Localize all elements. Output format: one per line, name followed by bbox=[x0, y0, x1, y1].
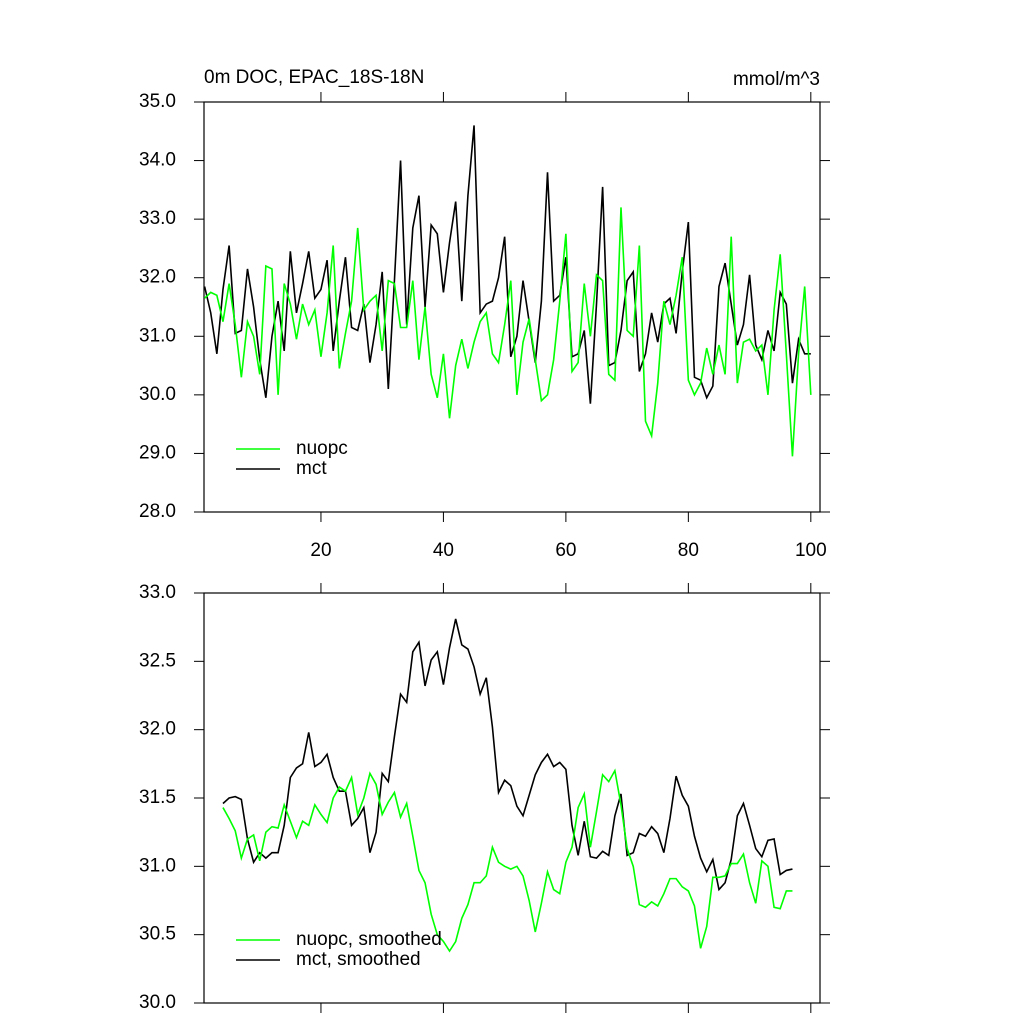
data-line bbox=[204, 207, 812, 457]
data-line bbox=[222, 618, 793, 892]
units-label: mmol/m^3 bbox=[733, 69, 820, 90]
x-tick-label: 20 bbox=[310, 540, 331, 561]
chart-title: 0m DOC, EPAC_18S-18N bbox=[204, 67, 424, 88]
y-tick-label: 32.0 bbox=[139, 267, 176, 288]
legend-label: nuopc, smoothed bbox=[296, 929, 442, 950]
y-tick-label: 31.0 bbox=[139, 855, 176, 876]
x-tick-label: 60 bbox=[555, 540, 576, 561]
x-tick-label: 40 bbox=[433, 540, 454, 561]
y-tick-label: 32.5 bbox=[139, 650, 176, 671]
legend-label: nuopc bbox=[296, 438, 348, 459]
y-tick-label: 30.0 bbox=[139, 992, 176, 1013]
legend-label: mct bbox=[296, 458, 327, 479]
x-tick-label: 80 bbox=[678, 540, 699, 561]
y-tick-label: 29.0 bbox=[139, 442, 176, 463]
x-tick-label: 100 bbox=[795, 540, 827, 561]
data-line bbox=[203, 125, 811, 404]
legend-label: mct, smoothed bbox=[296, 949, 421, 970]
y-tick-label: 31.0 bbox=[139, 325, 176, 346]
y-tick-label: 33.0 bbox=[139, 582, 176, 603]
y-tick-label: 31.5 bbox=[139, 787, 176, 808]
data-line bbox=[222, 768, 793, 953]
y-tick-label: 30.5 bbox=[139, 924, 176, 945]
y-tick-label: 32.0 bbox=[139, 719, 176, 740]
y-tick-label: 34.0 bbox=[139, 150, 176, 171]
y-tick-label: 30.0 bbox=[139, 384, 176, 405]
plot-frame bbox=[203, 101, 821, 513]
y-tick-label: 35.0 bbox=[139, 91, 176, 112]
y-tick-label: 33.0 bbox=[139, 208, 176, 229]
y-tick-label: 28.0 bbox=[139, 501, 176, 522]
